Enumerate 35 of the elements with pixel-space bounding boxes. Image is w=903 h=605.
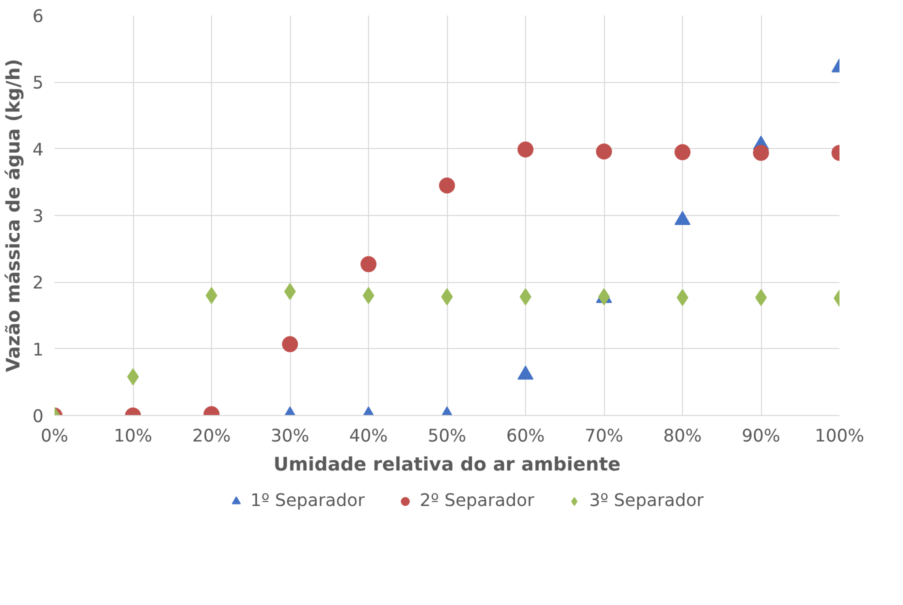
point <box>674 144 690 160</box>
legend-label: 3º Separador <box>589 490 704 510</box>
x-tick-label: 90% <box>742 426 780 446</box>
x-tick-label: 30% <box>270 426 310 446</box>
y-tick-label: 2 <box>32 274 44 294</box>
x-tick-label: 70% <box>584 426 624 446</box>
point <box>362 287 374 304</box>
point <box>206 287 218 304</box>
point <box>755 289 767 306</box>
y-tick-label: 0 <box>32 407 44 427</box>
x-tick-label: 10% <box>114 426 152 446</box>
point <box>439 178 455 194</box>
point <box>596 144 612 160</box>
y-tick-label: 1 <box>32 340 44 360</box>
x-axis-title: Umidade relativa do ar ambiente <box>273 454 621 476</box>
y-tick-label: 3 <box>32 207 44 227</box>
x-tick-label: 80% <box>663 426 702 446</box>
y-tick-label: 5 <box>32 74 44 94</box>
point <box>518 142 534 158</box>
x-tick-label: 0% <box>40 426 68 446</box>
point <box>676 289 688 306</box>
y-tick-label: 4 <box>32 140 44 160</box>
point <box>284 283 296 300</box>
legend-label: 1º Separador <box>250 490 365 510</box>
y-axis-title: Vazão mássica de água (kg/h) <box>3 58 24 372</box>
y-tick-label: 6 <box>32 7 44 27</box>
x-tick-label: 20% <box>192 426 231 446</box>
x-tick-label: 100% <box>814 426 864 446</box>
x-tick-label: 40% <box>349 426 388 446</box>
point <box>360 256 376 272</box>
x-tick-label: 60% <box>506 426 545 446</box>
legend-label: 2º Separador <box>420 490 534 510</box>
x-tick-label: 50% <box>428 426 466 446</box>
point <box>753 144 769 161</box>
point <box>282 336 298 352</box>
